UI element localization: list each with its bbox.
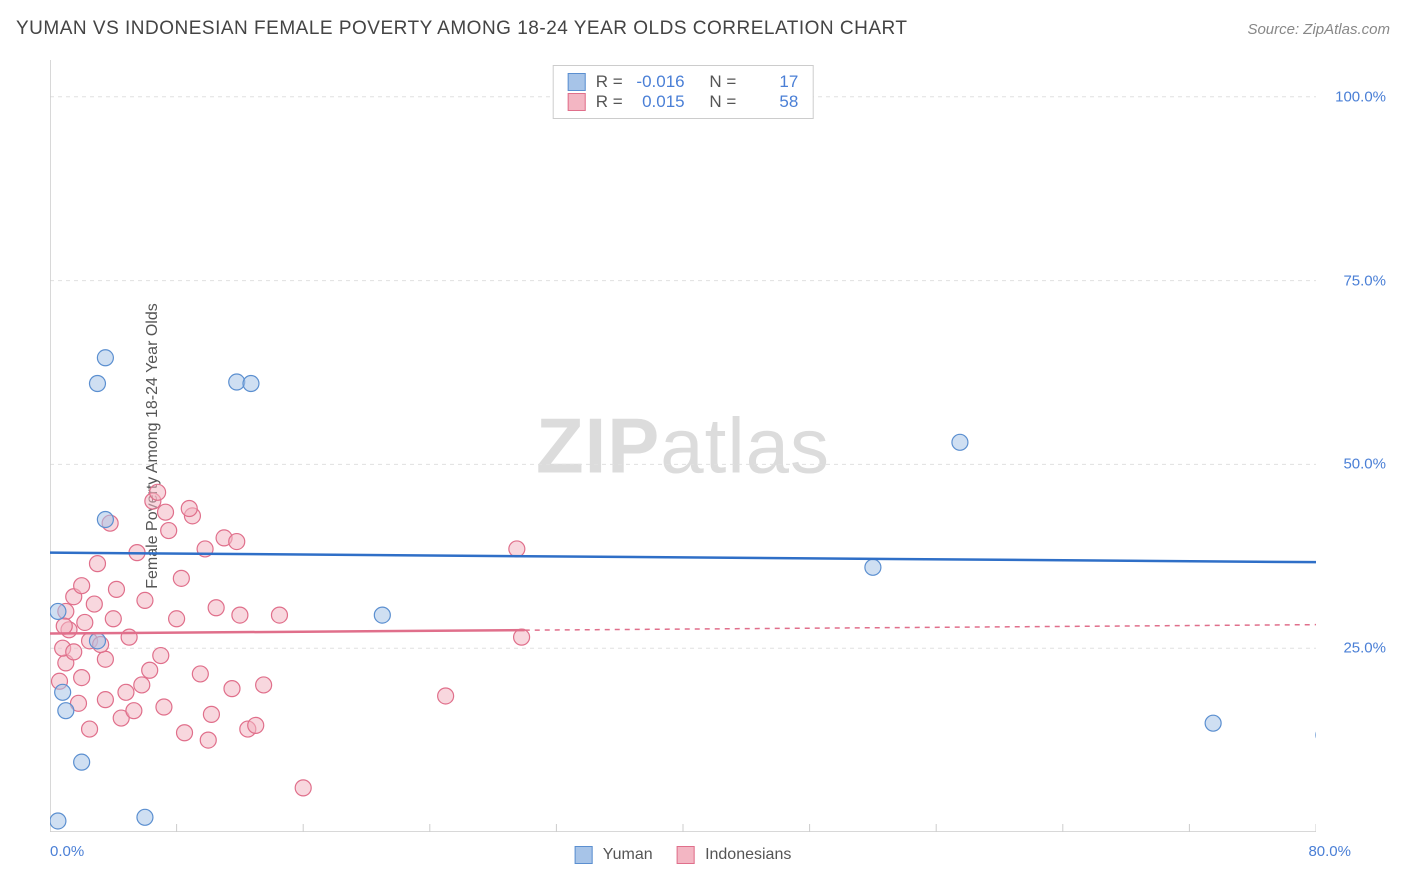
data-point (97, 350, 113, 366)
data-point (200, 732, 216, 748)
correlation-legend: R = -0.016 N = 17 R = 0.015 N = 58 (553, 65, 814, 119)
data-point (177, 725, 193, 741)
data-point (208, 600, 224, 616)
data-point (173, 570, 189, 586)
data-point (66, 644, 82, 660)
data-point (97, 651, 113, 667)
trend-line-dashed (525, 625, 1316, 631)
data-point (74, 754, 90, 770)
data-point (137, 809, 153, 825)
x-axis-tick-min: 0.0% (50, 843, 84, 860)
data-point (161, 523, 177, 539)
y-axis-tick: 75.0% (1343, 272, 1386, 289)
data-point (181, 500, 197, 516)
data-point (229, 374, 245, 390)
series-legend: Yuman Indonesians (575, 846, 792, 864)
data-point (865, 559, 881, 575)
legend-item-indonesians: Indonesians (677, 846, 792, 864)
data-point (56, 618, 72, 634)
data-point (108, 581, 124, 597)
data-point (58, 703, 74, 719)
y-axis-tick: 100.0% (1335, 88, 1386, 105)
source-label: Source: ZipAtlas.com (1247, 21, 1390, 38)
legend-row-yuman: R = -0.016 N = 17 (568, 72, 799, 92)
legend-swatch-yuman (568, 73, 586, 91)
data-point (248, 717, 264, 733)
legend-row-indonesians: R = 0.015 N = 58 (568, 92, 799, 112)
scatter-svg (50, 60, 1316, 832)
data-point (105, 611, 121, 627)
data-point (97, 692, 113, 708)
data-point (89, 376, 105, 392)
data-point (97, 512, 113, 528)
data-point (86, 596, 102, 612)
data-point (514, 629, 530, 645)
data-point (229, 534, 245, 550)
data-point (169, 611, 185, 627)
trend-line-solid (50, 630, 525, 633)
data-point (232, 607, 248, 623)
data-point (55, 684, 71, 700)
data-point (156, 699, 172, 715)
y-axis-tick: 25.0% (1343, 640, 1386, 657)
data-point (118, 684, 134, 700)
data-point (158, 504, 174, 520)
trend-line-solid (50, 553, 1316, 563)
data-point (137, 592, 153, 608)
chart-title: YUMAN VS INDONESIAN FEMALE POVERTY AMONG… (16, 18, 908, 40)
legend-swatch-icon (575, 846, 593, 864)
data-point (89, 633, 105, 649)
data-point (50, 603, 66, 619)
data-point (74, 578, 90, 594)
data-point (295, 780, 311, 796)
data-point (121, 629, 137, 645)
data-point (203, 706, 219, 722)
y-axis-tick: 50.0% (1343, 456, 1386, 473)
data-point (438, 688, 454, 704)
data-point (142, 662, 158, 678)
data-point (134, 677, 150, 693)
data-point (74, 670, 90, 686)
data-point (153, 648, 169, 664)
data-point (374, 607, 390, 623)
data-point (89, 556, 105, 572)
plot-area: ZIPatlas R = -0.016 N = 17 R = 0.015 N =… (50, 60, 1316, 832)
data-point (509, 541, 525, 557)
data-point (256, 677, 272, 693)
legend-item-yuman: Yuman (575, 846, 653, 864)
data-point (50, 813, 66, 829)
data-point (243, 376, 259, 392)
data-point (82, 721, 98, 737)
data-point (192, 666, 208, 682)
data-point (952, 434, 968, 450)
data-point (126, 703, 142, 719)
legend-swatch-icon (677, 846, 695, 864)
data-point (224, 681, 240, 697)
data-point (77, 614, 93, 630)
legend-swatch-indonesians (568, 93, 586, 111)
data-point (150, 484, 166, 500)
data-point (1205, 715, 1221, 731)
x-axis-tick-max: 80.0% (1308, 843, 1351, 860)
data-point (271, 607, 287, 623)
